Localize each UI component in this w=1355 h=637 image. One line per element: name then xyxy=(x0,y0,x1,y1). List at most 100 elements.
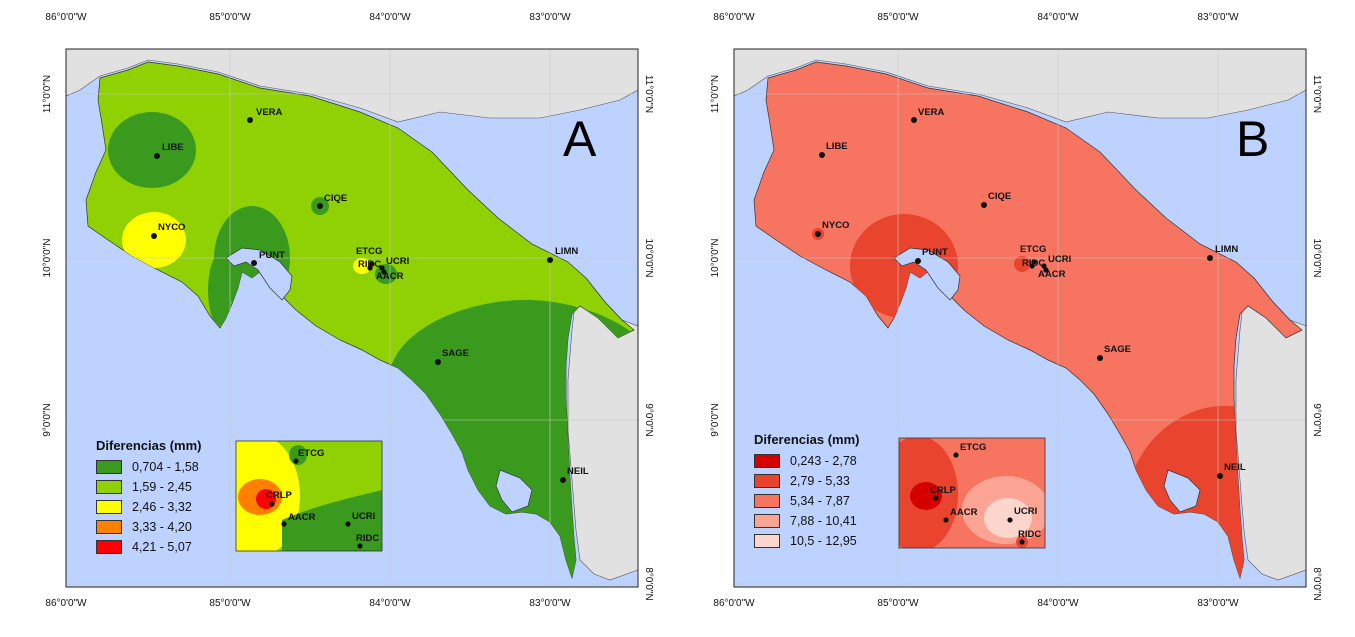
lat-tick-right-8: 8°0'0"N xyxy=(1311,567,1322,600)
stations-b: VERA LIBE CIQE NYCO PUNT ETCG RIDC UCRI … xyxy=(815,107,1246,479)
legend-item: 0,243 - 2,78 xyxy=(754,451,859,471)
station-nyco xyxy=(151,233,157,239)
station-vera xyxy=(911,117,917,123)
station-aacr-label: AACR xyxy=(1038,269,1066,280)
station-etcg xyxy=(369,261,375,267)
nicaragua-land xyxy=(734,49,1306,123)
lon-tick-bottom-86: 86°0'0"W xyxy=(713,598,755,609)
legend-item: 0,704 - 1,58 xyxy=(96,457,201,477)
station-punt xyxy=(915,258,921,264)
station-aacr-label: AACR xyxy=(376,271,404,282)
lat-tick-right-11: 11°0'0"N xyxy=(1311,75,1322,113)
inset-station-aacr xyxy=(281,521,287,527)
station-ridc xyxy=(1029,263,1035,269)
legend-title: Diferencias (mm) xyxy=(96,438,202,453)
zone-nicoya xyxy=(208,254,232,326)
inset-station-crlp xyxy=(933,495,939,501)
legend-swatch xyxy=(754,514,780,528)
inset-aacr-label: AACR xyxy=(288,512,316,523)
legend-swatch xyxy=(96,480,122,494)
legend-label: 0,704 - 1,58 xyxy=(132,460,199,474)
station-neil xyxy=(1217,473,1223,479)
lon-tick-bottom-84: 84°0'0"W xyxy=(1037,598,1079,609)
legend-swatch xyxy=(754,474,780,488)
inset-b: ETCG CRLP AACR UCRI RIDC xyxy=(898,437,1046,549)
zone-ridc xyxy=(1014,256,1030,272)
legend-title: Diferencias (mm) xyxy=(754,432,860,447)
legend-label: 1,59 - 2,45 xyxy=(132,480,192,494)
lon-tick-top-86: 86°0'0"W xyxy=(45,12,87,23)
nicaragua-land xyxy=(66,49,638,123)
graticule xyxy=(66,49,638,587)
lon-tick-top-85: 85°0'0"W xyxy=(877,12,919,23)
inset-station-etcg xyxy=(953,452,959,458)
station-ucri xyxy=(1041,263,1047,269)
inset-station-ucri xyxy=(345,521,351,527)
legend-swatch xyxy=(96,540,122,554)
station-sage-label: SAGE xyxy=(1104,344,1131,355)
lat-tick-left-10: 10°0'0"N xyxy=(710,239,721,278)
inset-etcg-label: ETCG xyxy=(298,448,324,459)
lon-tick-bottom-85: 85°0'0"W xyxy=(877,598,919,609)
station-nyco-label: NYCO xyxy=(158,222,185,233)
station-ridc-label: RIDC xyxy=(1022,258,1045,269)
lat-tick-left-9: 9°0'0"N xyxy=(710,403,721,436)
station-punt-label: PUNT xyxy=(259,250,285,261)
station-neil-label: NEIL xyxy=(567,466,589,477)
legend-label: 2,46 - 3,32 xyxy=(132,500,192,514)
lat-tick-left-11: 11°0'0"N xyxy=(710,75,721,113)
station-etcg-label: ETCG xyxy=(356,246,382,257)
lon-tick-top-86: 86°0'0"W xyxy=(713,12,755,23)
zone-libe xyxy=(108,112,196,188)
station-limn-label: LIMN xyxy=(1215,244,1238,255)
legend-item: 1,59 - 2,45 xyxy=(96,477,201,497)
lon-tick-top-83: 83°0'0"W xyxy=(529,12,571,23)
station-ciqe-label: CIQE xyxy=(324,193,347,204)
legend-swatch xyxy=(754,534,780,548)
stations-a: VERA LIBE CIQE NYCO PUNT ETCG RIDC UCRI … xyxy=(151,107,589,483)
lon-tick-top-84: 84°0'0"W xyxy=(1037,12,1079,23)
map-panel-a: VERA LIBE CIQE NYCO PUNT ETCG RIDC UCRI … xyxy=(20,0,660,637)
lat-tick-right-9: 9°0'0"N xyxy=(643,403,654,436)
map-a-svg: VERA LIBE CIQE NYCO PUNT ETCG RIDC UCRI … xyxy=(42,12,654,609)
inset-station-aacr xyxy=(943,517,949,523)
inset-crlp-label: CRLP xyxy=(930,485,957,496)
lon-tick-bottom-83: 83°0'0"W xyxy=(529,598,571,609)
inset-station-etcg xyxy=(293,458,299,464)
station-nyco xyxy=(815,231,821,237)
legend-label: 7,88 - 10,41 xyxy=(790,514,857,528)
legend-swatch xyxy=(754,494,780,508)
station-libe-label: LIBE xyxy=(162,142,184,153)
station-sage xyxy=(435,359,441,365)
lat-tick-right-11: 11°0'0"N xyxy=(643,75,654,113)
legend-item: 2,79 - 5,33 xyxy=(754,471,859,491)
lat-tick-right-10: 10°0'0"N xyxy=(1311,239,1322,278)
lat-tick-left-11: 11°0'0"N xyxy=(42,75,53,113)
legend-swatch xyxy=(96,500,122,514)
station-limn-label: LIMN xyxy=(555,246,578,257)
map-frame xyxy=(733,48,1307,588)
inset-station-ridc xyxy=(1019,539,1025,545)
inset-aacr-label: AACR xyxy=(950,507,978,518)
panel-letter-b: B xyxy=(1236,111,1270,167)
station-nyco-label: NYCO xyxy=(822,220,849,231)
station-vera xyxy=(247,117,253,123)
legend-item: 7,88 - 10,41 xyxy=(754,511,859,531)
golfo-dulce xyxy=(495,469,533,513)
legend-label: 4,21 - 5,07 xyxy=(132,540,192,554)
station-aacr xyxy=(381,269,387,275)
inset-ridc-label: RIDC xyxy=(356,533,379,544)
station-punt-label: PUNT xyxy=(922,247,948,258)
lat-tick-right-9: 9°0'0"N xyxy=(1311,403,1322,436)
lat-tick-right-8: 8°0'0"N xyxy=(643,567,654,600)
station-etcg xyxy=(1031,259,1037,265)
station-ucri xyxy=(379,265,385,271)
station-libe xyxy=(819,152,825,158)
lon-tick-top-83: 83°0'0"W xyxy=(1197,12,1239,23)
station-ucri-label: UCRI xyxy=(1048,254,1071,265)
zone-ridc xyxy=(353,258,371,274)
station-ciqe xyxy=(317,203,323,209)
golfo-dulce xyxy=(1163,469,1201,513)
panel-letter-a: A xyxy=(563,111,597,167)
legend-swatch xyxy=(96,460,122,474)
